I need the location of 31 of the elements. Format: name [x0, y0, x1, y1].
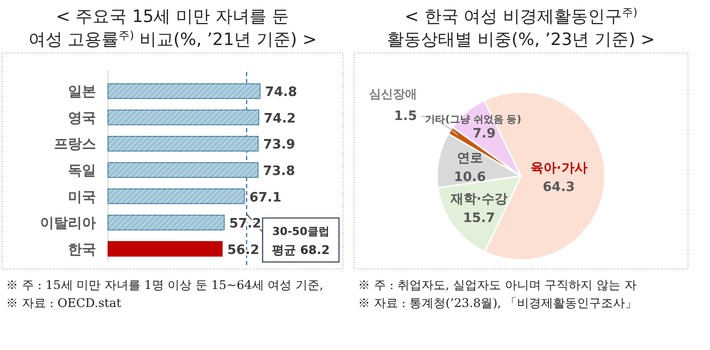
data-label: 74.2	[264, 111, 296, 126]
text: ※ 주 : 취업자도, 실업자도 아니며 구직하지 않는 자	[358, 278, 636, 292]
slice-label: 심신장애	[369, 87, 417, 102]
text: ※ 자료 : 통계청(’23.8월), 「비경제활동인구조사」	[358, 296, 638, 310]
slice-label: 연로	[456, 150, 483, 166]
y-tick-label: 독일	[68, 163, 96, 179]
chart-title: < 한국 여성 비경제활동인구$^{주)}$ 활동상태별 비중(%, ’23년 기준) >	[387, 6, 655, 50]
slice-label: 재학·수강	[450, 192, 508, 207]
bar	[108, 241, 223, 257]
y-tick-label: 일본	[68, 84, 96, 100]
y-tick-label: 영국	[68, 110, 96, 126]
text: ※ 주 : 15세 미만 자녀를 1명 이상 둔 15~64세 여성 기준,	[6, 278, 324, 292]
data-label: 7.9	[472, 126, 496, 142]
slice-label: 기타(그냥 쉬었음 등)	[425, 114, 522, 126]
y-tick-label: 한국	[68, 242, 96, 258]
text: ※ 자료 : OECD.stat	[6, 296, 122, 310]
ref-line-label: 30-50클럽 평균 68.2	[272, 225, 330, 257]
data-label: 1.5	[394, 109, 417, 124]
data-label: 67.1	[249, 190, 282, 206]
data-label: 10.6	[454, 170, 486, 185]
y-tick-label: 프랑스	[54, 136, 96, 153]
data-label: 74.8	[265, 85, 298, 100]
data-label: 73.8	[262, 164, 296, 179]
data-label: 56.2	[227, 242, 260, 258]
data-label: 73.9	[263, 138, 296, 153]
slice-label: 육아·가사	[530, 160, 588, 176]
chart-title: < 주요국 15세 미만 자녀를 둔 여성 고용률$^{주)}$ 비교(%, ’21년 기준) >	[28, 7, 317, 50]
y-tick-label: 이탈리아	[40, 216, 96, 232]
y-tick-label: 미국	[68, 189, 96, 206]
data-label: 15.7	[462, 210, 496, 226]
data-label: 64.3	[542, 180, 575, 195]
